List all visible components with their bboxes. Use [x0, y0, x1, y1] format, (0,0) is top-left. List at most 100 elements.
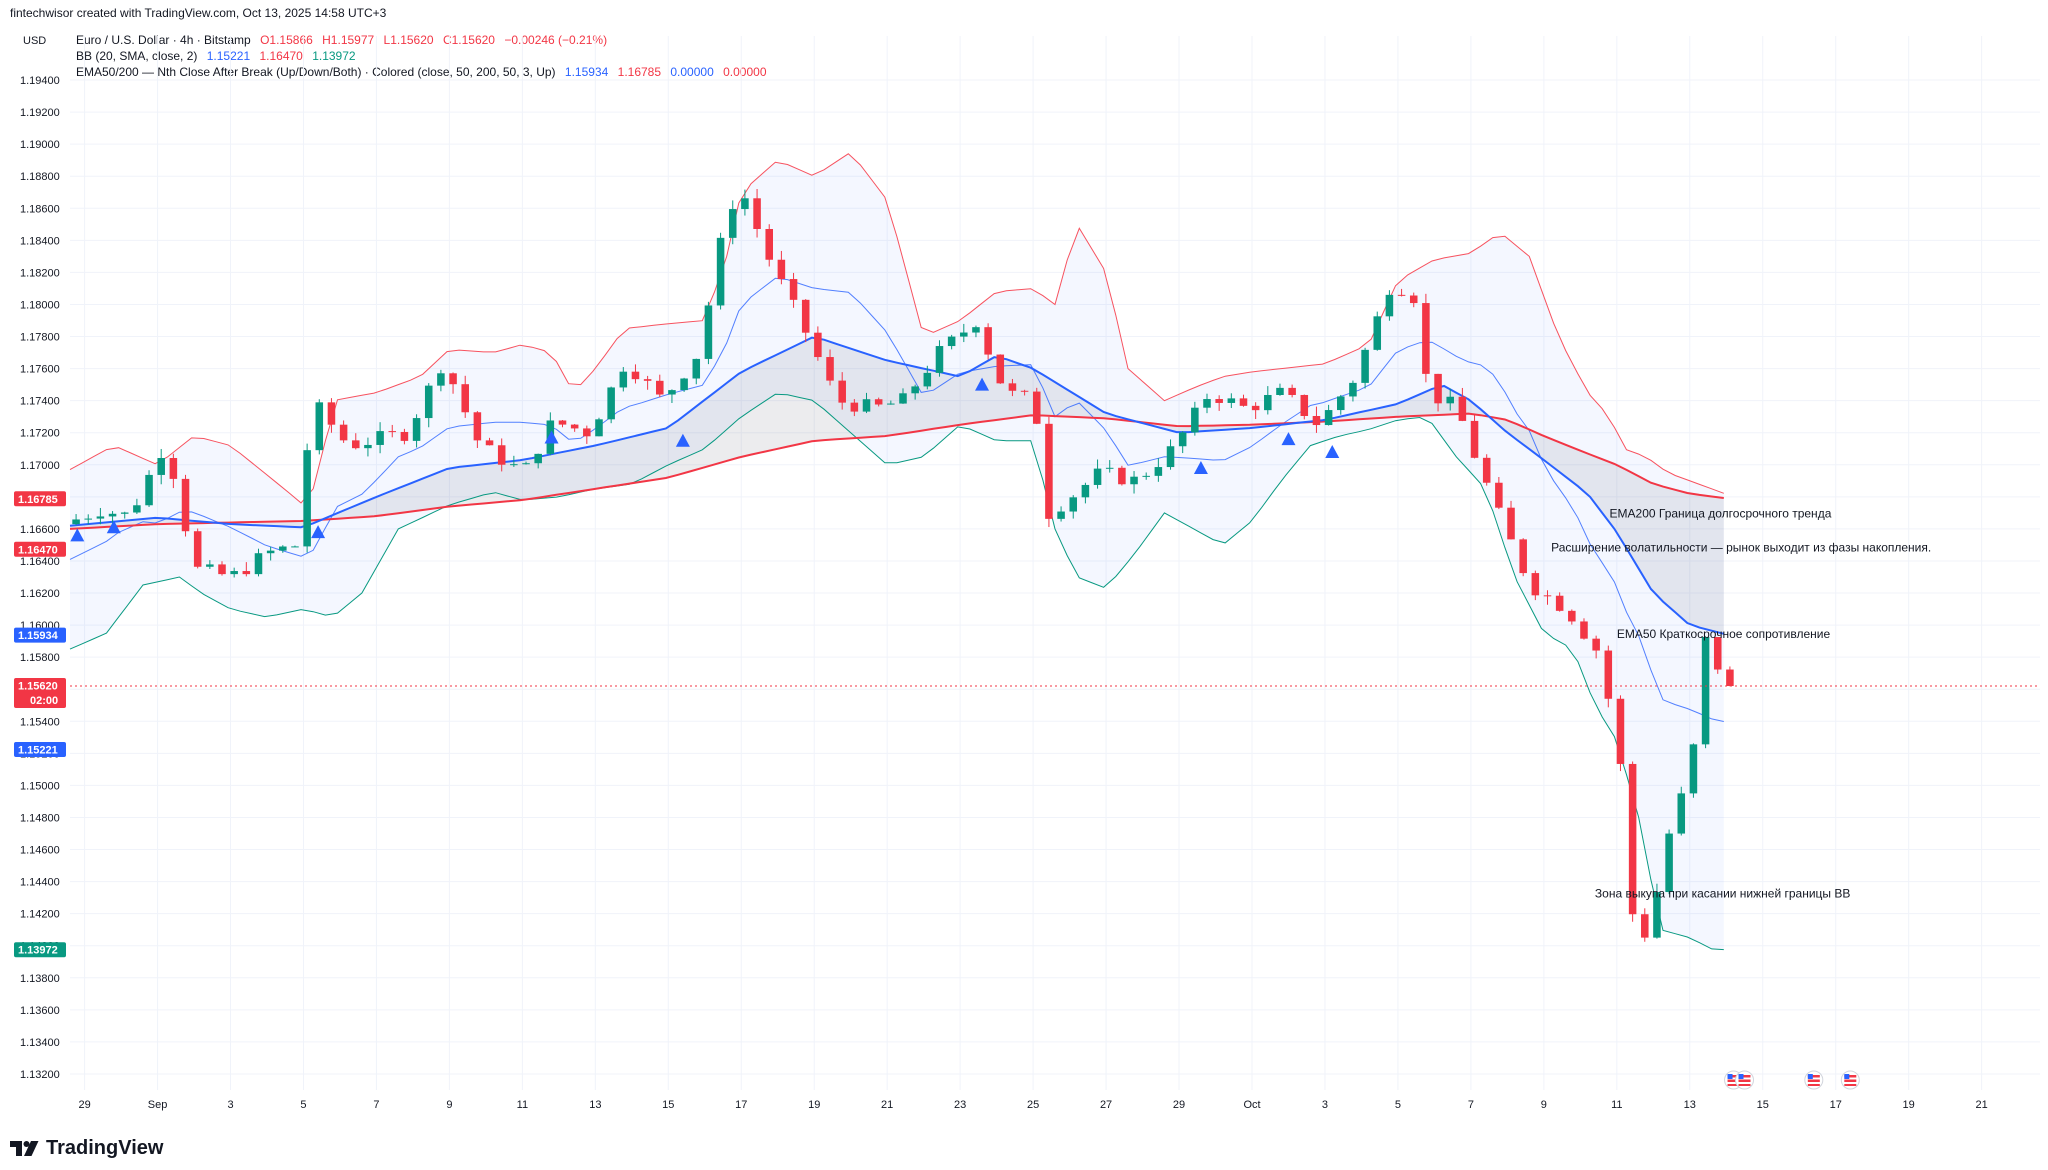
- y-tick-label: 1.18200: [20, 267, 60, 279]
- candle: [1008, 378, 1017, 397]
- candle: [1701, 636, 1710, 749]
- candle-body: [1470, 420, 1479, 458]
- candle-body: [1349, 382, 1357, 397]
- candle-body: [230, 571, 238, 575]
- candle-body: [1519, 539, 1527, 574]
- signal-up-triangle: [544, 430, 559, 444]
- candle: [108, 511, 117, 524]
- y-tick-label: 1.14600: [20, 845, 60, 857]
- y-axis-labels: 1.132001.134001.136001.138001.140001.142…: [20, 75, 60, 1081]
- flag-canton: [1844, 1074, 1850, 1079]
- x-tick-label: 15: [1757, 1099, 1769, 1111]
- us-flag-icon: [1840, 1070, 1860, 1090]
- candle: [728, 200, 737, 245]
- y-tick-label: 1.13800: [20, 973, 60, 985]
- candle: [1264, 386, 1272, 415]
- signal-up-triangle: [106, 520, 121, 534]
- bb-legend-row[interactable]: BB (20, SMA, close, 2) 1.15221 1.16470 1…: [76, 48, 767, 64]
- x-axis-labels: 29 Sep 3 5 7 9 11 13 15 17 19 21 23 25 27 29 Oct 3 5 7 9 11 13…: [78, 1099, 1987, 1111]
- candle: [1251, 402, 1260, 420]
- x-tick-label: 13: [1684, 1099, 1696, 1111]
- candle-body: [716, 237, 725, 306]
- legend-panel: Euro / U.S. Dollar · 4h · Bitstamp O1.15…: [76, 32, 767, 80]
- candle: [1665, 829, 1673, 895]
- y-tick-label: 1.16200: [20, 588, 60, 600]
- candle-body: [497, 445, 506, 465]
- candle-body: [765, 228, 773, 260]
- candle: [437, 369, 445, 392]
- x-tick-label: Oct: [1243, 1099, 1260, 1111]
- candle-body: [668, 390, 676, 395]
- x-tick-label: 5: [300, 1099, 306, 1111]
- price-chart[interactable]: 1.132001.134001.136001.138001.140001.142…: [0, 0, 2048, 1125]
- price-tag-text: 1.16785: [18, 494, 58, 506]
- candle-body: [923, 372, 932, 387]
- candle: [1616, 695, 1625, 772]
- candle: [1118, 465, 1126, 486]
- candle-body: [485, 440, 494, 446]
- event-flags: [1724, 1070, 1860, 1090]
- candle: [1312, 406, 1321, 433]
- candle-body: [947, 336, 956, 347]
- candle-body: [352, 440, 360, 449]
- price-tag-text: 1.13972: [18, 945, 58, 957]
- ema-label: EMA50/200 — Nth Close After Break (Up/Do…: [76, 65, 556, 79]
- candle-body: [1458, 396, 1467, 421]
- x-tick-label: 29: [1173, 1099, 1185, 1111]
- candle: [814, 326, 822, 361]
- candle-body: [1020, 390, 1029, 392]
- candle-body: [1665, 833, 1673, 893]
- price-tag-box: [14, 942, 66, 958]
- candle: [984, 323, 992, 360]
- price-tag-subtext: 02:00: [30, 695, 58, 707]
- candle-body: [814, 332, 822, 358]
- candle-body: [1166, 446, 1175, 468]
- signal-up-triangle: [675, 433, 690, 447]
- candle: [753, 188, 761, 238]
- candle-body: [1580, 621, 1588, 639]
- symbol-row[interactable]: Euro / U.S. Dollar · 4h · Bitstamp O1.15…: [76, 32, 767, 48]
- candle: [291, 545, 299, 548]
- x-tick-label: 11: [1611, 1099, 1622, 1111]
- x-tick-label: 17: [735, 1099, 747, 1111]
- candle: [1203, 393, 1211, 414]
- ema50-tag: 1.15934: [14, 627, 66, 643]
- candle-body: [291, 546, 299, 548]
- candle: [996, 354, 1005, 384]
- bb-lower-value: 1.13972: [312, 49, 356, 63]
- candle-body: [972, 327, 980, 333]
- candle: [558, 419, 567, 428]
- ema200-value: 1.16785: [617, 65, 662, 79]
- price-tag-text: 1.15934: [18, 630, 59, 642]
- ema50-value: 1.15934: [564, 65, 609, 79]
- candle-body: [364, 444, 372, 449]
- price-tag-box: [14, 627, 66, 643]
- candle: [72, 514, 80, 526]
- candle: [1337, 394, 1345, 415]
- ema50-line: [69, 336, 1725, 635]
- tradingview-logo[interactable]: TradingView: [10, 1134, 163, 1162]
- candle: [279, 545, 287, 553]
- price-tag-box: [14, 541, 66, 557]
- candle: [583, 425, 591, 444]
- candle-body: [619, 371, 628, 388]
- candle: [1713, 637, 1722, 674]
- x-tick-label: 17: [1830, 1099, 1842, 1111]
- ema-legend-row[interactable]: EMA50/200 — Nth Close After Break (Up/Do…: [76, 64, 767, 80]
- candle: [1142, 472, 1150, 480]
- candle: [1689, 743, 1698, 798]
- candle: [899, 388, 907, 404]
- candle: [789, 272, 798, 308]
- candle: [1495, 477, 1503, 510]
- candles: [72, 188, 1734, 942]
- candle-body: [1324, 410, 1333, 426]
- candle-body: [1555, 595, 1564, 611]
- candle: [230, 567, 238, 578]
- candle-body: [1385, 294, 1394, 317]
- price-tag-box: [14, 678, 66, 709]
- x-tick-label: 19: [808, 1099, 820, 1111]
- flag-canton: [1807, 1074, 1813, 1079]
- candle-body: [850, 402, 859, 412]
- signal-up-triangle: [1325, 444, 1340, 458]
- y-tick-label: 1.15400: [20, 716, 60, 728]
